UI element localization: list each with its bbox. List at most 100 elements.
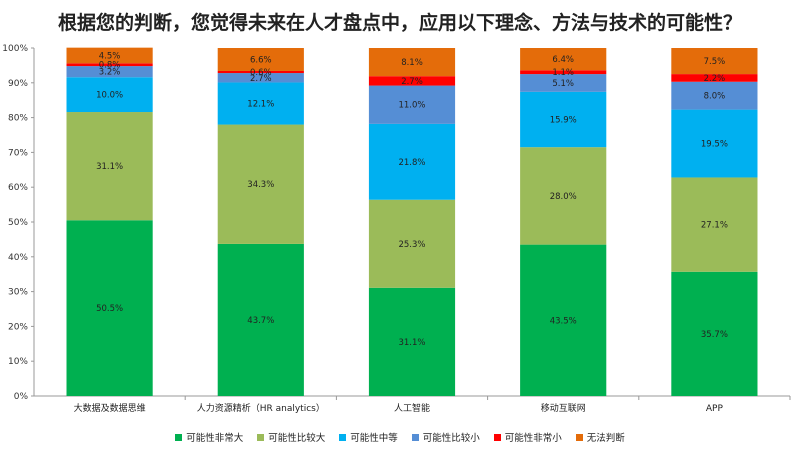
data-label: 2.7%	[401, 77, 423, 87]
legend-label: 可能性中等	[350, 433, 398, 444]
legend-swatch	[411, 433, 419, 441]
bar-segment	[368, 85, 456, 124]
data-label: 28.0%	[550, 192, 577, 202]
data-label: 7.5%	[704, 57, 726, 67]
legend-item: 可能性中等	[339, 430, 398, 444]
y-tick-label: 20%	[8, 322, 28, 332]
bar-segment	[520, 48, 607, 71]
data-label: 12.1%	[247, 100, 274, 110]
bar-segment	[66, 63, 153, 67]
bar-segment	[671, 109, 758, 178]
legend-swatch	[257, 433, 265, 441]
bar-segment	[368, 123, 456, 200]
data-label: 5.1%	[552, 79, 574, 89]
data-label: 4.5%	[99, 51, 121, 61]
data-label: 6.4%	[552, 55, 574, 65]
data-label: 0.6%	[250, 68, 272, 78]
bar-segment	[217, 82, 304, 125]
bar-segment	[217, 48, 304, 71]
data-label: 11.0%	[398, 101, 425, 111]
x-category-label: 移动互联网	[541, 402, 586, 414]
legend-swatch	[493, 433, 501, 441]
y-tick-label: 100%	[2, 44, 28, 54]
bar-segment	[217, 124, 304, 244]
data-label: 0.8%	[99, 61, 121, 71]
data-label: 31.1%	[96, 162, 123, 172]
y-tick-label: 60%	[8, 183, 28, 193]
x-category-label: 大数据及数据思维	[74, 402, 146, 414]
bars-group	[66, 47, 758, 396]
legend-item: 可能性比较大	[257, 430, 325, 444]
legend-label: 可能性比较大	[268, 433, 326, 444]
x-category-label: 人工智能	[394, 402, 430, 414]
data-label: 2.2%	[704, 74, 726, 84]
data-label: 6.6%	[250, 55, 272, 65]
x-category-label: 人力资源精析（HR analytics）	[197, 402, 325, 414]
y-tick-label: 30%	[8, 288, 28, 298]
bar-segment	[520, 244, 607, 396]
data-label: 25.3%	[398, 240, 425, 250]
bar-segment	[368, 76, 456, 86]
bar-segment	[671, 177, 758, 272]
bar-segment	[66, 77, 153, 113]
bar-segment	[66, 66, 153, 78]
data-label: 15.9%	[550, 116, 577, 126]
bar-segment	[671, 81, 758, 110]
y-tick-label: 90%	[8, 79, 28, 89]
y-tick-label: 80%	[8, 114, 28, 124]
bar-segment	[520, 91, 607, 148]
data-label: 1.1%	[552, 68, 574, 78]
y-tick-label: 0%	[14, 392, 29, 402]
data-label: 43.7%	[247, 316, 274, 326]
legend-label: 可能性非常大	[186, 433, 244, 444]
bar-segment	[520, 74, 607, 92]
y-tick-label: 40%	[8, 253, 28, 263]
legend-item: 可能性非常小	[493, 430, 562, 444]
legend-item: 可能性非常大	[175, 430, 243, 444]
bar-segment	[671, 271, 758, 396]
data-label: 31.1%	[398, 338, 425, 348]
y-tick-label: 50%	[8, 218, 28, 228]
data-label: 21.8%	[398, 158, 425, 168]
bar-segment	[66, 220, 153, 396]
legend-swatch	[575, 433, 583, 441]
y-tick-label: 70%	[8, 148, 28, 158]
bar-segment	[671, 74, 758, 82]
legend-label: 无法判断	[586, 433, 625, 444]
data-label: 2.7%	[250, 74, 272, 84]
y-tick-label: 10%	[8, 357, 28, 367]
bar-segment	[66, 112, 153, 221]
bar-segment	[671, 48, 758, 75]
data-label: 50.5%	[96, 304, 123, 314]
legend-swatch	[339, 433, 347, 441]
data-label: 34.3%	[247, 180, 274, 190]
x-category-label: APP	[706, 404, 724, 414]
x-axis: 大数据及数据思维 人力资源精析（HR analytics） 人工智能 移动互联网 APP	[34, 395, 791, 414]
chart-title: 根据您的判断，您觉得未来在人才盘点中，应用以下理念、方法与技术的可能性？	[57, 12, 742, 34]
data-label: 8.0%	[704, 92, 726, 102]
data-labels-group: 50.5% 31.1% 10.0% 3.2%0.8%4.5% 43.7% 34.3% 12.…	[96, 51, 728, 347]
bar-segment	[217, 73, 304, 83]
data-label: 27.1%	[701, 221, 728, 231]
bar-segment	[217, 243, 304, 396]
bar-segment	[520, 147, 607, 245]
legend: 可能性非常大 可能性比较大 可能性中等 可能性比较小 可能性非常小 无法判断	[0, 430, 800, 444]
bar-segment	[368, 48, 456, 77]
bar-segment	[66, 47, 153, 64]
y-axis: 0% 10% 20% 30% 40% 50% 60% 70% 80% 90% 100%	[2, 44, 35, 402]
data-label: 19.5%	[701, 140, 728, 150]
data-label: 35.7%	[701, 330, 728, 340]
data-label: 10.0%	[96, 91, 123, 101]
data-label: 43.5%	[550, 316, 577, 326]
data-label: 3.2%	[99, 68, 121, 78]
legend-swatch	[175, 433, 183, 441]
bar-segment	[520, 70, 607, 75]
legend-label: 可能性非常小	[504, 433, 562, 444]
legend-item: 无法判断	[575, 430, 625, 444]
legend-item: 可能性比较小	[411, 430, 480, 444]
bar-segment	[217, 70, 304, 74]
bar-segment	[368, 287, 456, 396]
legend-label: 可能性比较小	[422, 433, 480, 444]
bar-segment	[368, 199, 456, 288]
